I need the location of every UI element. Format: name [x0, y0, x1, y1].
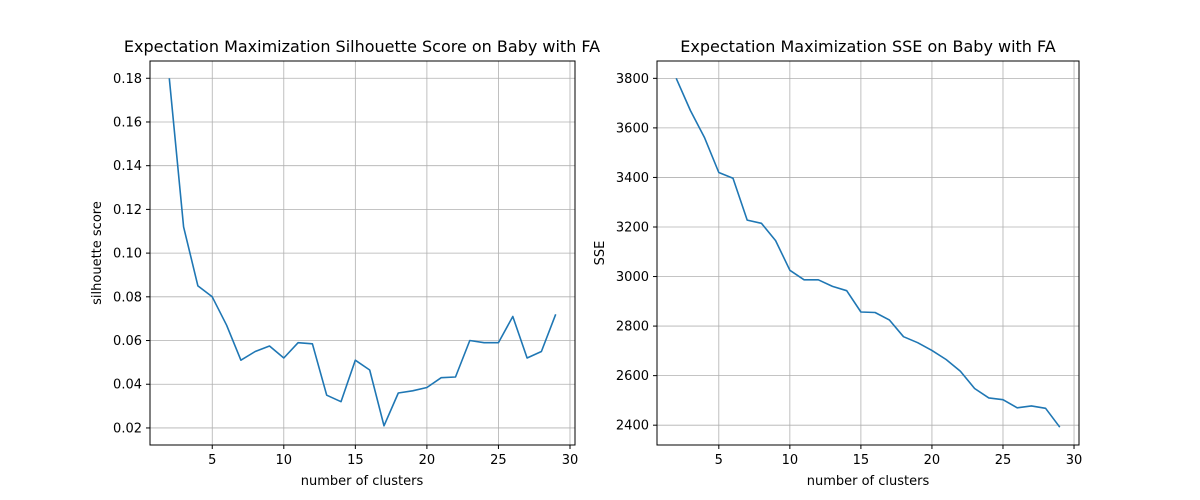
x-tick-label: 5 — [715, 453, 723, 468]
x-tick-label: 30 — [1066, 453, 1083, 468]
x-tick-label: 25 — [490, 453, 507, 468]
y-tick-label: 2600 — [616, 369, 649, 384]
y-tick-label: 0.16 — [113, 115, 142, 130]
y-tick-label: 0.10 — [113, 247, 142, 262]
x-tick-label: 20 — [924, 453, 941, 468]
y-tick-label: 2800 — [616, 320, 649, 335]
grid — [657, 61, 1079, 445]
x-axis-label: number of clusters — [301, 474, 424, 489]
sse-chart: Expectation Maximization SSE on Baby wit… — [593, 37, 1082, 489]
y-tick-label: 0.08 — [113, 290, 142, 305]
silhouette-chart: Expectation Maximization Silhouette Scor… — [90, 37, 600, 489]
y-tick-label: 0.14 — [113, 159, 142, 174]
y-tick-label: 0.18 — [113, 72, 142, 87]
x-tick-label: 5 — [208, 453, 216, 468]
x-axis-label: number of clusters — [807, 474, 930, 489]
chart-title: Expectation Maximization SSE on Baby wit… — [680, 37, 1055, 56]
chart-title: Expectation Maximization Silhouette Scor… — [124, 37, 600, 56]
x-tick-label: 10 — [782, 453, 799, 468]
y-tick-label: 3400 — [616, 171, 649, 186]
y-tick-label: 3000 — [616, 270, 649, 285]
y-tick-label: 3800 — [616, 72, 649, 87]
y-tick-label: 0.04 — [113, 378, 142, 393]
x-tick-label: 15 — [853, 453, 870, 468]
x-tick-label: 15 — [347, 453, 364, 468]
x-tick-label: 10 — [276, 453, 293, 468]
axes-frame — [656, 60, 1080, 446]
x-tick-label: 30 — [562, 453, 579, 468]
y-tick-label: 0.06 — [113, 334, 142, 349]
series-line — [168, 78, 557, 427]
series-line — [675, 77, 1061, 428]
y-tick-label: 0.02 — [113, 421, 142, 436]
grid — [150, 61, 575, 445]
y-tick-label: 0.12 — [113, 203, 142, 218]
y-tick-label: 3600 — [616, 121, 649, 136]
x-tick-label: 25 — [995, 453, 1012, 468]
y-axis-label: SSE — [593, 241, 608, 266]
x-tick-label: 20 — [419, 453, 436, 468]
y-tick-label: 3200 — [616, 220, 649, 235]
y-axis-label: silhouette score — [90, 201, 105, 305]
y-tick-label: 2400 — [616, 419, 649, 434]
